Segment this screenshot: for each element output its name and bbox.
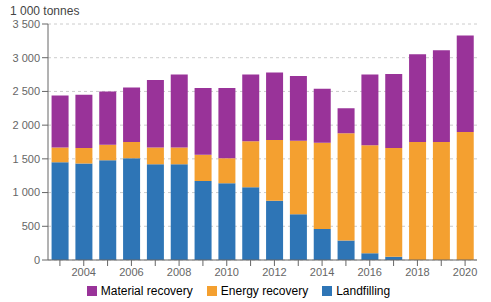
svg-text:2012: 2012: [262, 266, 286, 278]
svg-text:2006: 2006: [119, 266, 143, 278]
svg-text:1 000: 1 000: [12, 186, 40, 198]
html-text:Material recovery: Material recovery: [100, 284, 193, 298]
svg-text:2016: 2016: [358, 266, 382, 278]
svg-text:2 500: 2 500: [12, 85, 40, 97]
svg-text:500: 500: [22, 220, 40, 232]
svg-text:2018: 2018: [405, 266, 429, 278]
svg-text:2008: 2008: [167, 266, 191, 278]
svg-text:2020: 2020: [453, 266, 477, 278]
svg-text:3 000: 3 000: [12, 52, 40, 64]
svg-text:2010: 2010: [215, 266, 239, 278]
html-text:Landfilling: Landfilling: [336, 284, 391, 298]
svg-text:2004: 2004: [72, 266, 96, 278]
svg-text:1 500: 1 500: [12, 153, 40, 165]
html-text:Energy recovery: Energy recovery: [220, 284, 309, 298]
html-text:1 000 tonnes: 1 000 tonnes: [10, 4, 80, 18]
svg-text:2 000: 2 000: [12, 119, 40, 131]
svg-text:2014: 2014: [310, 266, 334, 278]
svg-text:0: 0: [34, 254, 40, 266]
svg-text:3 500: 3 500: [12, 18, 40, 30]
